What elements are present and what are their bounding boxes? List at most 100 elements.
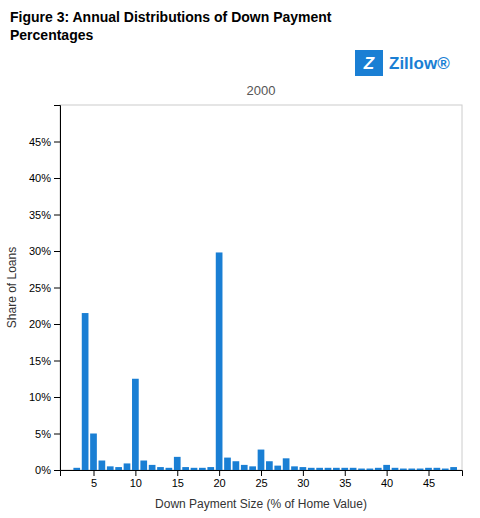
y-tick: 15% — [29, 355, 60, 367]
bars — [73, 252, 457, 470]
y-tick-mark — [54, 178, 60, 179]
x-tick: 45 — [423, 470, 435, 489]
x-tick-label: 30 — [297, 477, 309, 489]
bar — [157, 467, 164, 470]
bar — [199, 468, 206, 470]
y-tick: 20% — [29, 318, 60, 330]
y-tick-label: 5% — [35, 428, 51, 440]
bar — [182, 467, 189, 470]
y-tick: 0% — [35, 464, 60, 476]
y-axis: 0% 5% 10% 15% 20% 25% 30% 35% 40% 45% — [29, 106, 61, 477]
x-tick-label: 10 — [130, 477, 142, 489]
bar — [367, 469, 374, 470]
y-tick-label: 40% — [29, 172, 51, 184]
x-tick-mark — [135, 470, 136, 476]
x-tick-mark — [303, 470, 304, 476]
y-tick: 5% — [35, 428, 60, 440]
plot: 5 10 15 20 25 30 35 40 45 0% 5% 10% 15% 20% 25% 30% 35% 4… — [29, 105, 463, 489]
x-tick-mark — [219, 470, 220, 476]
y-tick: 25% — [29, 282, 60, 294]
x-tick-label: 45 — [423, 477, 435, 489]
bar — [383, 465, 390, 470]
bar — [283, 458, 290, 470]
y-tick: 35% — [29, 209, 60, 221]
bar — [434, 468, 441, 470]
bar — [90, 434, 97, 471]
bar — [241, 465, 248, 470]
y-tick-mark — [54, 142, 60, 143]
bar — [124, 463, 131, 470]
x-tick: 35 — [339, 470, 351, 489]
logo-box — [355, 50, 383, 76]
bar — [274, 466, 281, 470]
bar — [333, 468, 340, 470]
y-tick-label: 10% — [29, 391, 51, 403]
y-tick-label: 25% — [29, 282, 51, 294]
x-axis: 5 10 15 20 25 30 35 40 45 — [61, 470, 463, 489]
x-tick-label: 5 — [91, 477, 97, 489]
x-tick: 20 — [214, 470, 226, 489]
y-tick: 10% — [29, 391, 60, 403]
subtitle: 2000 — [247, 83, 276, 98]
bar — [400, 469, 407, 470]
bar — [308, 468, 315, 470]
y-tick-label: 15% — [29, 355, 51, 367]
title: Figure 3: Annual Distributions of Down P… — [10, 9, 332, 43]
x-axis-title: Down Payment Size (% of Home Value) — [155, 497, 367, 511]
y-tick-label: 45% — [29, 136, 51, 148]
x-tick: 5 — [91, 470, 97, 489]
y-tick-mark — [54, 397, 60, 398]
bar — [358, 469, 365, 470]
y-tick-mark — [54, 288, 60, 289]
logo: ZZillow® — [355, 50, 450, 76]
bar — [166, 468, 173, 470]
x-tick: 30 — [297, 470, 309, 489]
bar — [258, 450, 265, 470]
x-tick-label: 35 — [339, 477, 351, 489]
y-tick-mark — [54, 251, 60, 252]
bar — [224, 458, 231, 470]
bar — [450, 467, 457, 470]
x-tick-label: 20 — [214, 477, 226, 489]
x-tick: 40 — [381, 470, 393, 489]
bar — [350, 468, 357, 470]
y-axis-line — [54, 106, 61, 471]
x-tick-mark — [94, 470, 95, 476]
bar — [99, 461, 106, 470]
bar — [341, 468, 348, 470]
bar — [408, 469, 415, 470]
x-tick-mark — [177, 470, 178, 476]
x-tick-mark — [261, 470, 262, 476]
bar — [73, 468, 80, 470]
bar — [325, 468, 332, 470]
bar — [115, 467, 122, 470]
plot-frame — [60, 105, 462, 470]
bar — [140, 461, 147, 470]
y-tick-mark — [54, 361, 60, 362]
bar — [191, 468, 198, 470]
x-tick-label: 15 — [172, 477, 184, 489]
y-tick-mark — [54, 470, 60, 471]
bar — [266, 461, 273, 470]
logo-text: Zillow® — [389, 54, 450, 73]
y-tick-mark — [54, 434, 60, 435]
y-tick-label: 0% — [35, 464, 51, 476]
x-tick: 15 — [172, 470, 184, 489]
bar — [207, 467, 214, 470]
x-tick: 25 — [255, 470, 267, 489]
bar — [149, 465, 156, 470]
bar — [233, 461, 240, 470]
bar — [417, 469, 424, 470]
bar — [425, 468, 432, 470]
y-tick-label: 30% — [29, 245, 51, 257]
bar — [249, 466, 256, 470]
y-tick: 45% — [29, 136, 60, 148]
y-tick-mark — [54, 324, 60, 325]
bar — [174, 457, 181, 470]
y-tick-label: 20% — [29, 318, 51, 330]
x-tick-mark — [429, 470, 430, 476]
x-tick: 10 — [130, 470, 142, 489]
bar — [82, 313, 89, 470]
bar — [291, 466, 298, 470]
bar — [300, 467, 307, 470]
